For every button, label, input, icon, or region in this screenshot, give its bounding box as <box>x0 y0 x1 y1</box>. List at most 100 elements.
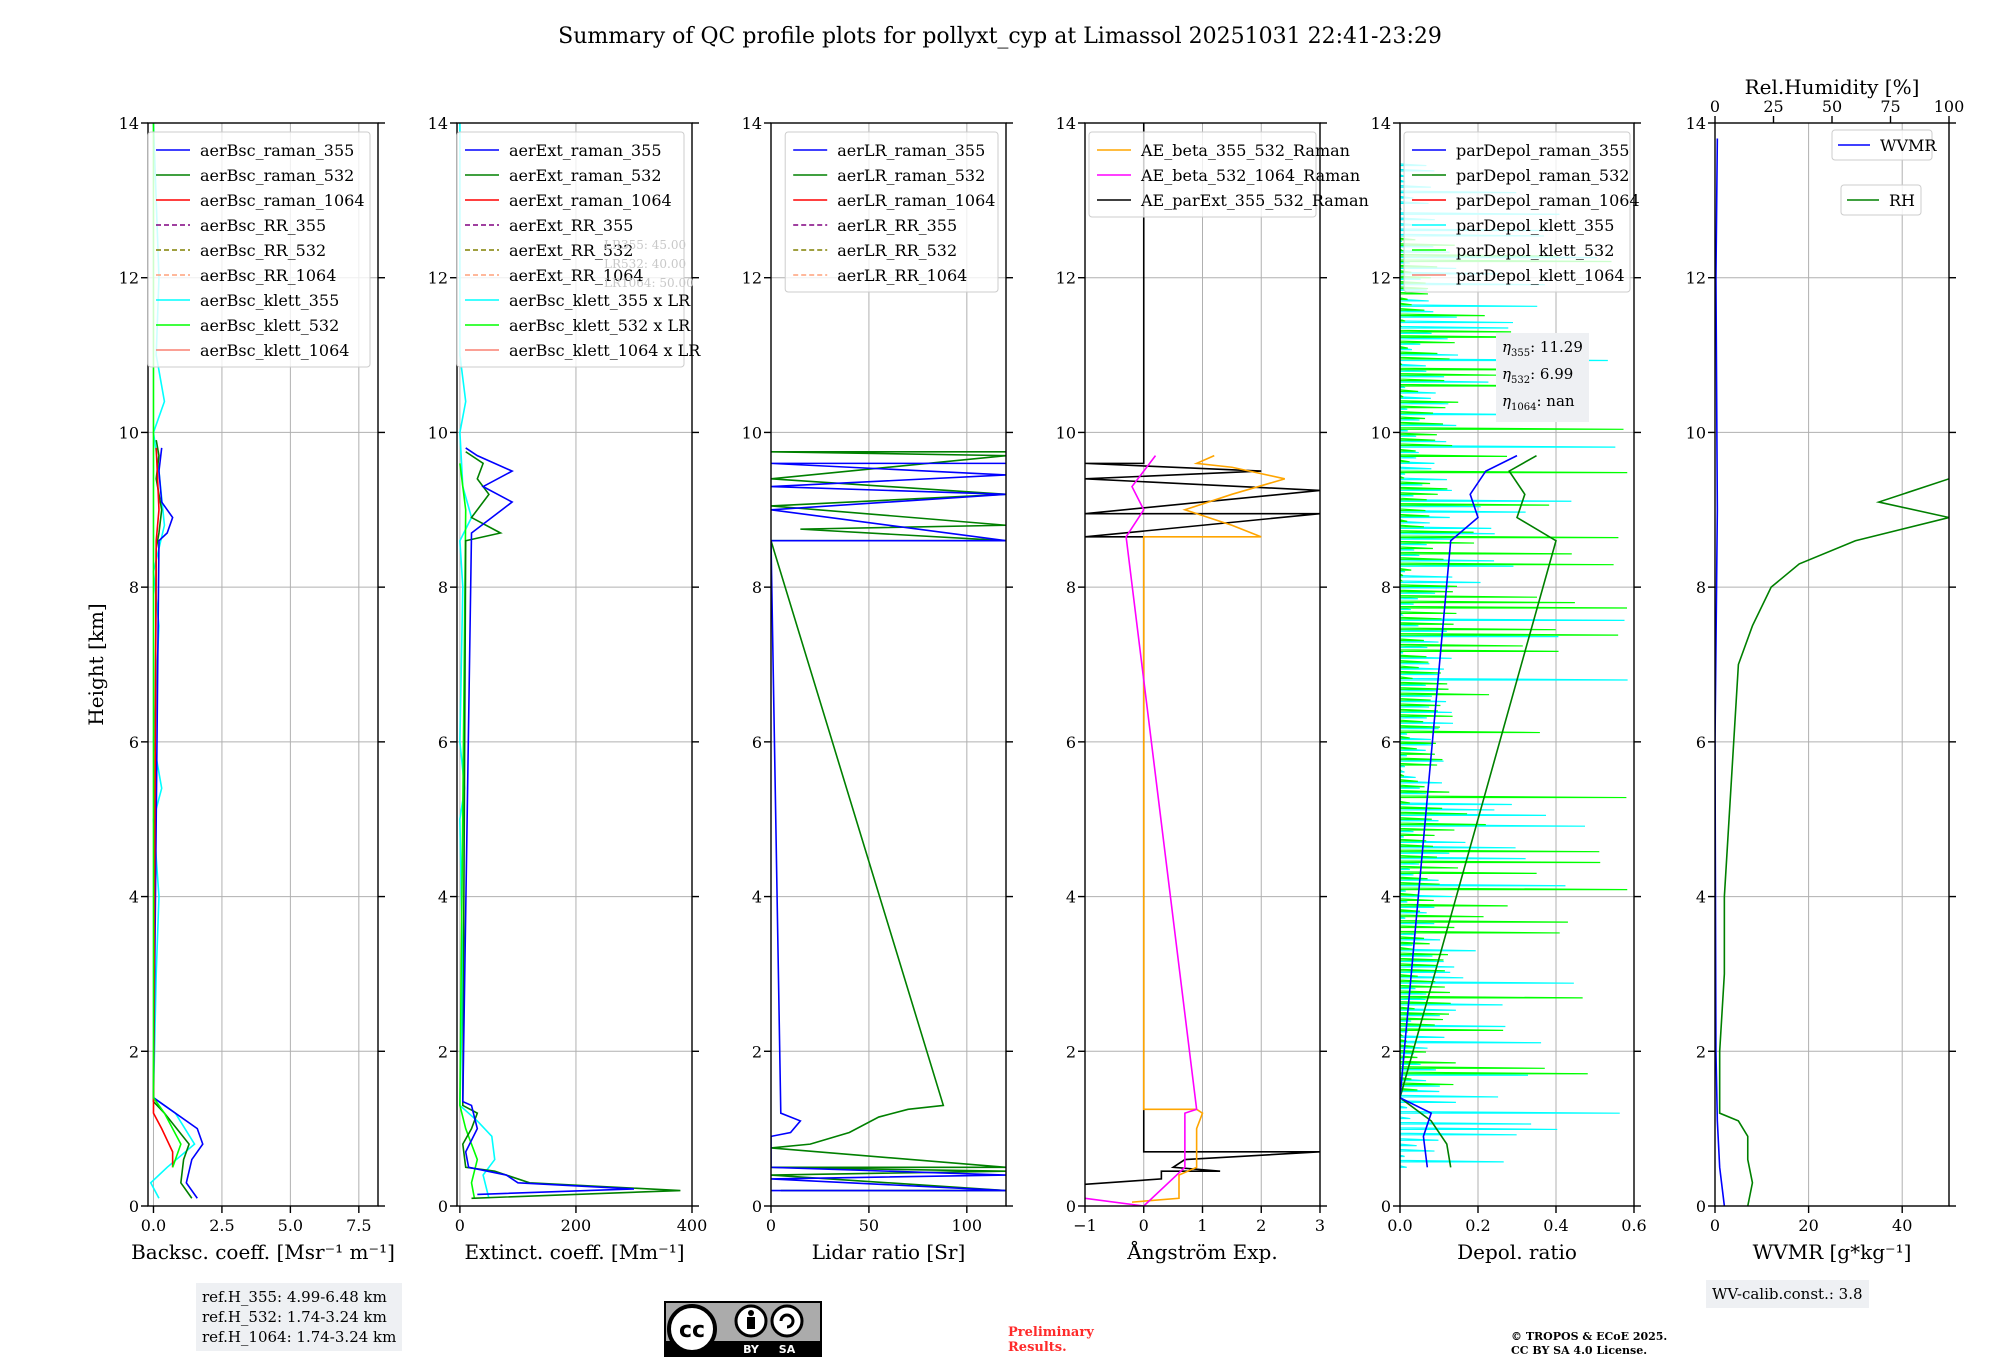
eta-532-value: 6.99 <box>1539 365 1574 383</box>
legend-label: aerExt_raman_532 <box>509 166 662 185</box>
y-tick-label: 14 <box>1686 114 1706 133</box>
y-tick-label: 2 <box>438 1042 448 1061</box>
by-label: BY <box>743 1343 760 1356</box>
legend-label: WVMR <box>1880 136 1937 155</box>
legend-label: aerBsc_klett_1064 x LR <box>509 341 701 360</box>
x-tick-label: 3 <box>1315 1216 1325 1235</box>
x-axis-label: Ångström Exp. <box>1126 1239 1277 1264</box>
cc-logo-text: cc <box>679 1318 705 1343</box>
y-tick-label: 0 <box>1066 1197 1076 1216</box>
y-tick-label: 10 <box>1056 423 1076 442</box>
series-aerBsc_raman_355 <box>152 447 204 1199</box>
x-tick-label: 0.0 <box>141 1216 166 1235</box>
copyright-note: © TROPOS & ECoE 2025. CC BY SA 4.0 Licen… <box>1511 1330 1667 1358</box>
legend-label: aerExt_raman_355 <box>509 141 662 160</box>
ref-height-1064: ref.H_1064: 1.74-3.24 km <box>202 1328 397 1346</box>
lr-faint-532: LR532: 40.00 <box>604 257 687 271</box>
y-tick-label: 0 <box>1381 1197 1391 1216</box>
legend: WVMR RH <box>1831 129 1937 216</box>
eta-355-value: 11.29 <box>1539 338 1583 356</box>
axes-frame <box>770 122 1007 1207</box>
preliminary-line-2: Results. <box>1008 1340 1067 1355</box>
legend-label: aerBsc_klett_532 x LR <box>509 316 691 335</box>
sa-label: SA <box>779 1343 796 1356</box>
x-tick-label: 1 <box>1197 1216 1207 1235</box>
x-tick-label: 2 <box>1256 1216 1266 1235</box>
y-tick-label: 2 <box>1696 1042 1706 1061</box>
series-aerBsc_klett_532 x LR <box>459 463 479 1199</box>
legend-label: aerBsc_klett_355 x LR <box>509 291 691 310</box>
top-x-tick-label: 75 <box>1880 97 1900 116</box>
legend-label: aerBsc_RR_355 <box>200 216 326 235</box>
series-group <box>149 123 204 1199</box>
preliminary-note: Preliminary Results. <box>1008 1325 1094 1355</box>
legend-label: parDepol_klett_355 <box>1456 216 1614 235</box>
y-tick-label: 0 <box>752 1197 762 1216</box>
x-tick-label: 100 <box>952 1216 983 1235</box>
legend-label: aerLR_raman_355 <box>837 141 985 160</box>
x-tick-label: 50 <box>859 1216 879 1235</box>
legend-label: aerBsc_raman_532 <box>200 166 354 185</box>
y-tick-label: 2 <box>1066 1042 1076 1061</box>
y-tick-label: 10 <box>119 423 139 442</box>
series-group <box>1400 163 1628 1168</box>
legend-label: aerBsc_RR_532 <box>200 241 326 260</box>
lr-faint-box: LR355: 45.00 LR532: 40.00 LR1064: 50.00 <box>604 236 694 293</box>
legend-label: aerLR_raman_1064 <box>837 191 995 210</box>
series-aerLR_raman_355 <box>771 462 1006 1192</box>
x-tick-label: 0.6 <box>1621 1216 1646 1235</box>
axes-frame <box>456 122 693 1207</box>
series-AE_parExt_355_532_Raman <box>1085 123 1320 1186</box>
ref-height-355: ref.H_355: 4.99-6.48 km <box>202 1288 387 1306</box>
legend-label: aerBsc_klett_355 <box>200 291 339 310</box>
legend-label: parDepol_klett_532 <box>1456 241 1614 260</box>
y-tick-label: 4 <box>752 888 762 907</box>
series-aerExt_raman_355 <box>461 447 635 1196</box>
panel-extinction: 0 2 4 6 8 10 12 14 0 200 400 Extinct. coeff. [Mm⁻¹]… <box>428 114 708 1264</box>
legend: parDepol_raman_355 parDepol_raman_532 parD… <box>1403 131 1640 293</box>
axes-frame <box>1399 122 1635 1207</box>
x-tick-label: 0.4 <box>1543 1216 1568 1235</box>
y-tick-label: 14 <box>1371 114 1391 133</box>
x-axis-label: Lidar ratio [Sr] <box>812 1240 966 1264</box>
x-tick-label: 5.0 <box>278 1216 303 1235</box>
y-tick-label: 0 <box>129 1197 139 1216</box>
eta-1064: η1064: nan <box>1502 392 1575 413</box>
y-tick-label: 4 <box>1066 888 1076 907</box>
legend-label: aerBsc_raman_1064 <box>200 191 365 210</box>
y-tick-label: 2 <box>752 1042 762 1061</box>
panel-backscatter: 0 2 4 6 8 10 12 14 0.0 2.5 5.0 7.5 Backsc. coeff. [M… <box>84 114 395 1264</box>
legend-label: aerExt_RR_532 <box>509 241 633 260</box>
y-tick-label: 14 <box>428 114 448 133</box>
series-aerExt_raman_532 <box>461 451 681 1200</box>
x-tick-label: 40 <box>1892 1216 1912 1235</box>
legend-label: AE_beta_532_1064_Raman <box>1140 166 1360 185</box>
legend-label: parDepol_raman_532 <box>1456 166 1629 185</box>
series-AE_beta_355_532_Raman <box>1131 454 1285 1203</box>
y-tick-label: 14 <box>742 114 762 133</box>
legend-label: RH <box>1889 191 1915 210</box>
x-tick-label: 20 <box>1798 1216 1818 1235</box>
series-group <box>459 123 681 1200</box>
y-tick-label: 8 <box>129 578 139 597</box>
preliminary-line-1: Preliminary <box>1008 1325 1094 1340</box>
legend: aerExt_raman_355 aerExt_raman_532 aerExt_r… <box>456 131 701 368</box>
y-tick-label: 12 <box>1056 269 1076 288</box>
series-group <box>771 450 1006 1192</box>
y-tick-label: 4 <box>1381 888 1391 907</box>
y-tick-label: 6 <box>438 733 448 752</box>
lr-faint-1064: LR1064: 50.00 <box>604 276 694 290</box>
y-tick-label: 8 <box>1381 578 1391 597</box>
series-parDepol_klett_532 <box>1400 237 1628 1091</box>
legend-label: aerExt_RR_1064 <box>509 266 644 285</box>
series-RH <box>1718 478 1949 1206</box>
y-tick-label: 10 <box>742 423 762 442</box>
top-x-tick-label: 0 <box>1710 97 1720 116</box>
series-parDepol_raman_355 <box>1400 454 1518 1168</box>
y-tick-label: 0 <box>1696 1197 1706 1216</box>
y-tick-label: 12 <box>428 269 448 288</box>
y-tick-label: 10 <box>1371 423 1391 442</box>
series-aerBsc_klett_532 <box>152 123 182 1168</box>
y-tick-label: 6 <box>1381 733 1391 752</box>
